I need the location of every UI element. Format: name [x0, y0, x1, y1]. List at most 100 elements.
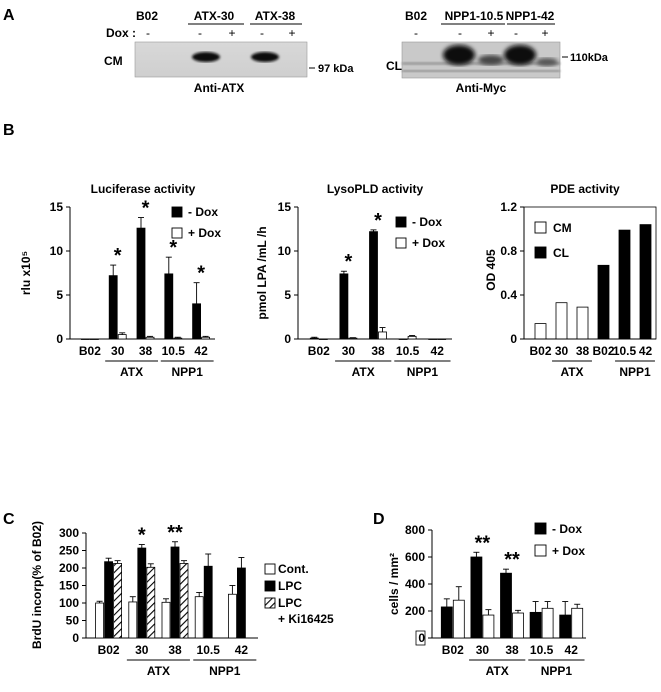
y-tick-label: 600	[405, 550, 425, 564]
bar	[440, 606, 453, 639]
blot-row-label: CM	[104, 54, 123, 68]
significance-mark: **	[167, 522, 183, 544]
dox-sign: -	[146, 26, 150, 40]
x-tick-label: B02	[529, 344, 551, 358]
bar	[534, 323, 547, 340]
chart-lysopld: LysoPLD activity pmol LPA /mL /h 0 5 10 15 B02…	[255, 182, 452, 379]
dox-label: Dox :	[106, 26, 136, 40]
bar	[348, 337, 358, 340]
blot-band	[251, 52, 279, 62]
legend-label: + Ki16425	[278, 612, 334, 626]
bar	[529, 611, 542, 639]
bar	[482, 614, 495, 639]
significance-mark: *	[142, 198, 150, 220]
significance-mark: *	[114, 245, 122, 267]
bar	[145, 336, 155, 340]
x-tick-label: 42	[565, 643, 579, 657]
x-tick-label: 10.5	[530, 643, 554, 657]
y-tick-label: 800	[405, 523, 425, 537]
bar	[452, 599, 465, 639]
bar	[194, 596, 204, 639]
legend-label: - Dox	[188, 205, 218, 219]
bar	[398, 338, 408, 340]
x-tick-label: 42	[431, 344, 445, 358]
bar	[173, 337, 183, 340]
dox-sign: +	[487, 26, 494, 40]
western-blot-npp1: B02 NPP1-10.5 NPP1-42 - - + - + CL 110kD…	[386, 9, 609, 95]
y-tick-label: 0	[72, 631, 79, 645]
legend-label: CL	[553, 246, 569, 260]
y-tick-label: 15	[278, 200, 292, 214]
blot-membrane	[134, 41, 308, 78]
blot-lane-atx38: ATX-38	[255, 9, 296, 23]
x-tick-label: 30	[555, 344, 569, 358]
bar	[597, 264, 610, 340]
legend-swatch	[534, 221, 547, 234]
legend-swatch	[264, 597, 276, 609]
significance-mark: *	[345, 251, 353, 273]
charts-layer: Luciferase activity rlu x10⁵ 0 5 10 15 B02 30 38…	[19, 182, 657, 678]
significance-mark: *	[197, 263, 205, 285]
x-tick-label: 42	[235, 643, 249, 657]
legend-swatch	[264, 563, 276, 575]
blot-band	[504, 45, 536, 65]
bar	[117, 334, 127, 340]
panel-letter-a: A	[3, 7, 15, 24]
western-blot-atx: B02 ATX-30 ATX-38 Dox : - - + - + CM 97 …	[104, 9, 354, 95]
x-tick-label: 30	[342, 344, 356, 358]
y-tick-label: 0	[284, 332, 291, 346]
significance-mark: *	[374, 210, 382, 232]
legend-swatch	[534, 522, 547, 535]
bar	[318, 338, 328, 340]
legend-swatch	[171, 227, 183, 239]
bar	[576, 306, 589, 340]
dox-sign: +	[228, 26, 235, 40]
legend-label: Cont.	[278, 562, 309, 576]
y-tick-label: 50	[66, 614, 80, 628]
x-tick-label: 10.5	[613, 344, 637, 358]
legend-swatch	[395, 216, 407, 228]
y-tick-label: 0	[418, 631, 425, 645]
bar	[203, 565, 213, 639]
y-tick-label: 1.2	[500, 200, 517, 214]
bar	[500, 572, 512, 639]
x-tick-label: 38	[505, 643, 519, 657]
y-tick-label: 5	[284, 288, 291, 302]
bar	[407, 335, 417, 340]
legend-label: LPC	[278, 579, 302, 593]
x-tick-label: 42	[639, 344, 653, 358]
bar	[113, 563, 122, 639]
blot-row-label: CL	[386, 59, 402, 73]
y-tick-label: 0	[510, 332, 517, 346]
panel-letter-d: D	[373, 511, 385, 528]
blot-antibody: Anti-Myc	[456, 81, 507, 95]
panel-letter-c: C	[3, 511, 15, 528]
dox-sign: +	[541, 26, 548, 40]
bar	[236, 567, 246, 639]
dox-sign: -	[458, 26, 462, 40]
y-tick-label: 15	[50, 200, 64, 214]
x-tick-label: B02	[308, 344, 330, 358]
y-tick-label: 200	[405, 604, 425, 618]
group-label: ATX	[560, 365, 583, 379]
group-label: NPP1	[619, 365, 651, 379]
legend-swatch	[171, 206, 183, 218]
legend-label: + Dox	[188, 226, 221, 240]
blot-band	[192, 52, 220, 62]
blot-lane-atx30: ATX-30	[194, 9, 235, 23]
legend-label: + Dox	[552, 544, 585, 558]
legend-swatch	[395, 237, 407, 249]
dox-sign: -	[514, 26, 518, 40]
x-tick-label: 30	[135, 643, 149, 657]
legend-label: CM	[553, 221, 572, 235]
bar	[104, 561, 113, 639]
y-axis-label: cells / mm²	[387, 553, 401, 615]
bar	[512, 612, 524, 639]
significance-mark: *	[169, 237, 177, 259]
y-tick-label: 250	[59, 544, 79, 558]
chart-luciferase: Luciferase activity rlu x10⁵ 0 5 10 15 B02 30 38…	[19, 182, 221, 379]
bar	[541, 607, 554, 639]
x-tick-label: 10.5	[396, 344, 420, 358]
legend-label: + Dox	[412, 236, 445, 250]
